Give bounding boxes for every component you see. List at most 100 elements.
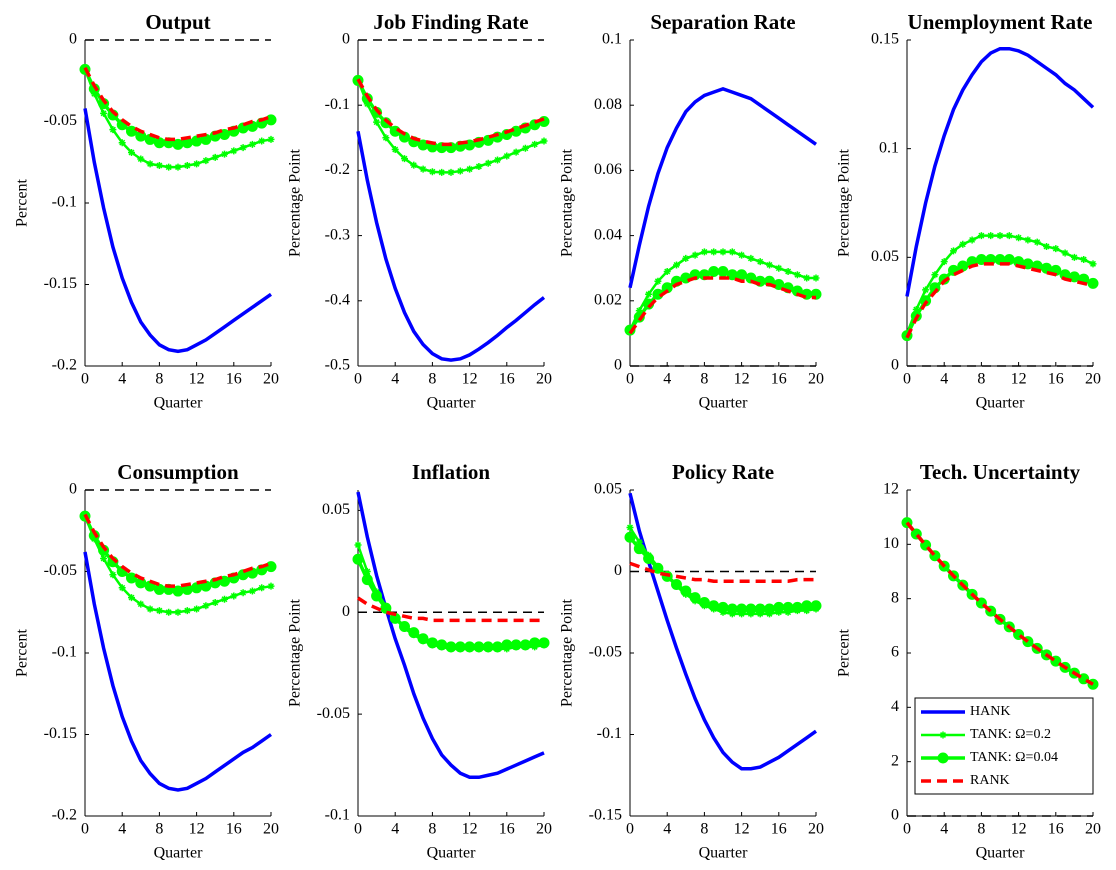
marker xyxy=(775,264,783,272)
marker xyxy=(501,639,513,651)
marker xyxy=(445,641,457,653)
marker xyxy=(1087,277,1099,289)
y-tick-label: 0.1 xyxy=(879,139,899,156)
marker xyxy=(183,607,191,615)
marker xyxy=(128,594,135,602)
marker xyxy=(708,600,720,612)
y-axis-label: Percentage Point xyxy=(287,598,304,707)
y-tick-label: -0.1 xyxy=(52,644,77,661)
x-tick-label: 20 xyxy=(1085,821,1101,838)
marker xyxy=(680,585,692,597)
panel-title: Consumption xyxy=(117,460,239,484)
marker xyxy=(643,552,655,564)
x-tick-label: 16 xyxy=(771,821,787,838)
series-line xyxy=(83,108,273,354)
marker xyxy=(230,592,238,600)
marker xyxy=(155,607,163,615)
marker xyxy=(419,165,427,173)
series-line xyxy=(905,521,1094,686)
x-axis-label: Quarter xyxy=(699,845,749,862)
x-tick-label: 8 xyxy=(700,371,708,388)
marker xyxy=(399,621,410,633)
x-tick-label: 0 xyxy=(354,821,362,838)
marker xyxy=(221,150,228,158)
marker xyxy=(193,605,201,613)
marker xyxy=(957,260,969,272)
legend-box xyxy=(914,697,1094,795)
y-tick-label: 0.06 xyxy=(594,161,622,178)
marker xyxy=(202,602,210,610)
panel-title: Separation Rate xyxy=(650,10,795,34)
marker xyxy=(756,258,764,266)
marker xyxy=(174,608,182,616)
y-tick-label: -0.15 xyxy=(44,725,77,742)
x-tick-label: 4 xyxy=(118,821,126,838)
panel: Policy Rate Quarter Percentage Point -0.15 -… xyxy=(559,460,824,862)
x-tick-label: 16 xyxy=(499,821,515,838)
marker xyxy=(939,731,947,739)
marker xyxy=(447,168,455,176)
x-tick-label: 12 xyxy=(462,821,478,838)
x-tick-label: 12 xyxy=(462,371,478,388)
series-line xyxy=(629,561,816,584)
marker xyxy=(267,582,275,590)
panel-title: Unemployment Rate xyxy=(908,10,1093,34)
marker xyxy=(484,159,492,167)
marker xyxy=(671,579,682,591)
marker xyxy=(633,543,645,555)
marker xyxy=(146,605,154,613)
marker xyxy=(211,598,219,606)
x-tick-label: 4 xyxy=(118,371,126,388)
marker xyxy=(654,277,662,285)
marker xyxy=(382,134,390,142)
marker xyxy=(100,109,108,117)
x-tick-label: 20 xyxy=(808,371,824,388)
marker xyxy=(540,137,548,145)
marker xyxy=(361,574,373,586)
x-tick-label: 8 xyxy=(428,821,436,838)
series-line xyxy=(905,262,1094,339)
marker xyxy=(475,162,483,170)
x-tick-label: 12 xyxy=(189,821,205,838)
marker xyxy=(118,139,126,147)
x-axis-label: Quarter xyxy=(976,395,1026,412)
marker xyxy=(352,553,364,565)
marker xyxy=(931,271,939,279)
y-axis-label: Percent xyxy=(836,628,853,677)
y-tick-label: 0 xyxy=(69,481,77,498)
series-line xyxy=(905,46,1095,297)
y-tick-label: 0.08 xyxy=(594,96,622,113)
y-tick-label: -0.1 xyxy=(597,725,622,742)
marker xyxy=(1061,249,1069,257)
y-tick-label: 0 xyxy=(891,807,899,824)
x-tick-label: 4 xyxy=(391,821,399,838)
marker xyxy=(428,168,436,176)
y-axis-label: Percentage Point xyxy=(836,148,853,257)
marker xyxy=(736,603,748,615)
marker xyxy=(782,601,794,613)
marker xyxy=(174,163,182,171)
series-line xyxy=(83,551,273,792)
marker xyxy=(354,541,362,549)
legend: HANK TANK: Ω=0.2 TANK: Ω=0.04 RANK xyxy=(914,697,1094,795)
marker xyxy=(801,600,813,612)
y-tick-label: 0.15 xyxy=(871,31,899,48)
marker xyxy=(959,240,967,248)
panel: Output Quarter Percent -0.2 -0.15 -0.1 -0.05 0 0… xyxy=(14,10,279,412)
marker xyxy=(1080,256,1088,264)
marker xyxy=(126,125,137,137)
marker xyxy=(153,137,165,149)
marker xyxy=(726,603,738,615)
x-tick-label: 12 xyxy=(189,371,205,388)
x-tick-label: 20 xyxy=(808,821,824,838)
marker xyxy=(717,265,729,277)
marker xyxy=(1033,238,1041,246)
panel-title: Output xyxy=(145,10,210,34)
marker xyxy=(691,251,699,259)
y-tick-label: -0.15 xyxy=(589,807,622,824)
x-tick-label: 20 xyxy=(1085,371,1101,388)
series-line xyxy=(906,521,1094,686)
marker xyxy=(473,641,485,653)
marker xyxy=(456,167,464,175)
x-tick-label: 16 xyxy=(771,371,787,388)
